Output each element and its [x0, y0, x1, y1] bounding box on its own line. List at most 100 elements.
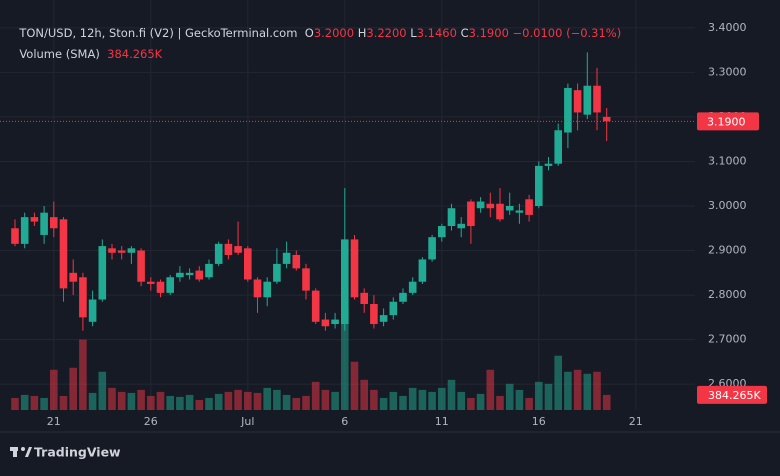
volume-bar	[273, 389, 281, 410]
candle-body	[370, 303, 378, 325]
candle-body	[486, 203, 495, 209]
volume-bar	[505, 383, 514, 410]
volume-bar	[185, 394, 194, 410]
candle-body	[214, 243, 223, 264]
volume-bar	[127, 392, 136, 410]
volume-bar	[59, 395, 68, 410]
ohlc-key: C	[460, 26, 469, 40]
candle-body	[331, 319, 339, 325]
y-tick-label: 2.9000	[708, 244, 747, 257]
candle-body	[137, 250, 145, 282]
volume-bar	[69, 367, 77, 410]
ohlc-key: L	[410, 26, 417, 40]
y-tick-label: 3.3000	[708, 65, 747, 78]
ohlc-value: 3.2200	[366, 26, 407, 40]
x-tick-label: 11	[435, 415, 449, 428]
candle-body	[428, 237, 436, 260]
volume-bar	[370, 389, 378, 410]
candle-body	[544, 163, 553, 166]
candle-body	[69, 272, 77, 282]
candle-body	[166, 277, 174, 293]
candle-body	[282, 252, 291, 264]
volume-bar	[408, 387, 417, 410]
candle-body	[341, 239, 349, 325]
volume-bar	[457, 391, 465, 410]
volume-bar	[467, 397, 475, 410]
y-tick-label: 3.4000	[708, 21, 747, 34]
ohlc-value: 3.1900	[468, 26, 509, 40]
candle-body	[98, 246, 107, 300]
volume-bar	[360, 379, 368, 410]
candle-body	[535, 165, 543, 206]
candle-body	[40, 212, 48, 235]
last-price-box	[697, 112, 759, 131]
candle-body	[408, 281, 417, 293]
candle-body	[593, 85, 601, 113]
candle-body	[20, 217, 29, 244]
volume-bar	[535, 381, 543, 410]
candle-body	[11, 228, 19, 244]
volume-bar	[117, 391, 126, 410]
symbol: TON/USD, 12h, Ston.fi (V2) | GeckoTermin…	[19, 26, 298, 40]
volume-bar	[593, 371, 601, 410]
candle-body	[244, 248, 252, 280]
last-price-label: 3.1900	[707, 115, 746, 128]
candle-body	[108, 248, 116, 253]
x-tick-label: Jul	[240, 415, 254, 428]
candle-body	[438, 226, 446, 238]
volume-bar	[234, 389, 242, 410]
candle-body	[302, 268, 310, 291]
volume-label-box	[697, 385, 767, 404]
candle-body	[205, 263, 213, 278]
volume-bar	[20, 394, 29, 410]
volume-bar	[302, 395, 310, 410]
volume-bar	[30, 395, 39, 410]
volume-bar	[205, 397, 213, 410]
candle-body	[360, 292, 368, 304]
volume-bar	[311, 381, 320, 410]
volume-bar	[341, 307, 349, 410]
candle-body	[224, 243, 233, 255]
y-tick-label: 2.7000	[708, 333, 747, 346]
volume-bar	[602, 394, 611, 410]
volume-bar	[554, 355, 562, 410]
candle-body	[50, 217, 58, 229]
candle-body	[292, 254, 301, 269]
candle-body	[321, 319, 330, 327]
legend-header: TON/USD, 12h, Ston.fi (V2) | GeckoTermin…	[12, 12, 621, 40]
ohlc-value: 3.1460	[416, 26, 457, 40]
change: −0.0100 (−0.31%)	[512, 26, 622, 40]
candle-body	[505, 205, 514, 211]
ohlc-value: 3.2000	[313, 26, 355, 40]
candle-body	[234, 246, 242, 253]
volume-bar	[389, 391, 398, 410]
volume-bar	[496, 395, 504, 410]
volume-bar	[515, 389, 524, 410]
volume-bar	[350, 361, 359, 410]
volume-bar	[214, 393, 223, 410]
volume-bar	[486, 369, 495, 410]
volume-bar	[321, 389, 330, 410]
candle-body	[88, 299, 97, 322]
candle-body	[602, 116, 611, 122]
candle-body	[554, 130, 562, 164]
candle-body	[573, 90, 582, 113]
volume-last-label: 384.265K	[708, 389, 761, 402]
volume-value: 384.265K	[107, 47, 163, 61]
volume-bar	[447, 379, 456, 410]
x-tick-label: 21	[629, 415, 643, 428]
volume-bar	[156, 391, 165, 410]
candle-body	[389, 301, 398, 316]
candle-body	[583, 85, 592, 115]
brand-logo	[10, 447, 32, 457]
volume-bar	[525, 397, 533, 410]
candle-body	[253, 279, 262, 298]
volume-bar	[244, 391, 252, 410]
volume-bar	[379, 397, 388, 410]
volume-bar	[282, 394, 291, 410]
candle-body	[195, 270, 204, 280]
candle-body	[176, 272, 184, 278]
volume-bar	[79, 339, 87, 410]
volume-title: Volume (SMA)	[19, 47, 100, 61]
